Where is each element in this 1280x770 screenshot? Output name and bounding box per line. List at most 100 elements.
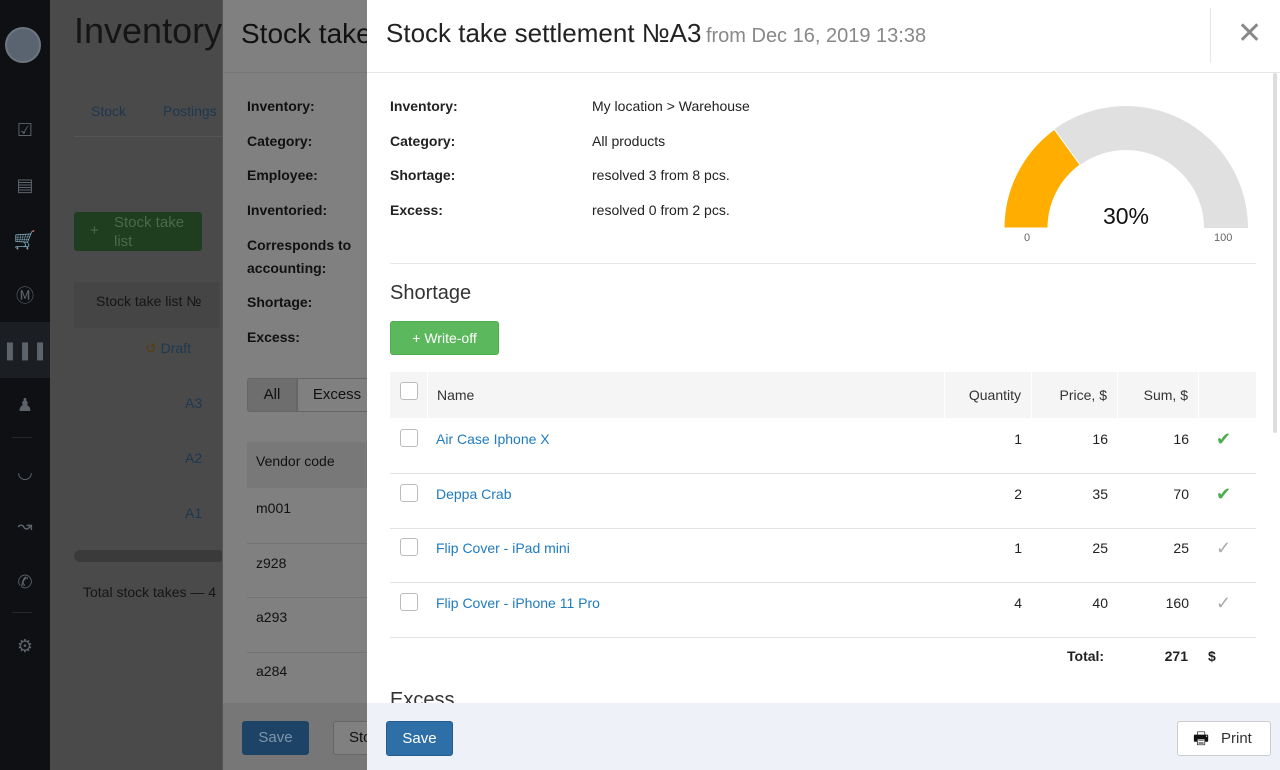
add-stock-take-list-button[interactable]: + Stock take list bbox=[74, 212, 202, 251]
inventory-page: Inventory Stock Postings + Stock take lis… bbox=[50, 0, 225, 770]
print-button[interactable]: 🖶 Print bbox=[1177, 721, 1271, 756]
column-header: Vendor code bbox=[247, 442, 368, 488]
revert-icon: ↺ bbox=[145, 340, 157, 356]
panel-title: Stock take bbox=[241, 18, 368, 49]
dollar-icon[interactable]: Ⓜ bbox=[16, 286, 34, 307]
logo-icon[interactable] bbox=[5, 27, 41, 63]
total-value: 271 bbox=[1164, 648, 1188, 664]
row-checkbox[interactable] bbox=[400, 429, 418, 447]
table-row: Flip Cover - iPhone 11 Pro 4 40 160 ✓ bbox=[390, 583, 1256, 638]
list-item[interactable]: A1 bbox=[185, 505, 203, 521]
product-link[interactable]: Deppa Crab bbox=[436, 485, 512, 502]
total-label: Total: bbox=[1067, 648, 1105, 664]
filter-excess[interactable]: Excess bbox=[297, 378, 368, 412]
info-value: resolved 0 from 2 pcs. bbox=[592, 202, 730, 218]
sidebar: ☑ ▤ 🛒 Ⓜ ❚❚❚ ♟ ◡ ↝ ✆ ⚙ bbox=[0, 0, 50, 770]
vendor-code: m001 bbox=[256, 500, 292, 516]
label: Corresponds to accounting: bbox=[247, 237, 352, 276]
info-value: resolved 3 from 8 pcs. bbox=[592, 167, 730, 183]
table-row: Air Case Iphone X 1 16 16 ✔ bbox=[390, 419, 1256, 474]
quantity: 2 bbox=[1014, 485, 1022, 502]
gauge-track bbox=[1054, 106, 1248, 228]
gauge-max: 100 bbox=[1214, 232, 1233, 244]
label: Excess: bbox=[247, 329, 300, 345]
clipboard-check-icon[interactable]: ☑ bbox=[16, 119, 34, 141]
vendor-code: a293 bbox=[256, 609, 288, 625]
resolved-check-icon[interactable]: ✔ bbox=[1216, 483, 1232, 504]
cart-icon[interactable]: 🛒 bbox=[13, 229, 37, 251]
total-currency: $ bbox=[1208, 648, 1216, 664]
plus-icon: + bbox=[90, 222, 99, 239]
product-link[interactable]: Flip Cover - iPad mini bbox=[436, 540, 570, 556]
draft-row[interactable]: ↺ Draft bbox=[145, 340, 191, 356]
scrollbar[interactable] bbox=[1273, 73, 1277, 433]
product-link[interactable]: Air Case Iphone X bbox=[436, 431, 550, 447]
filter-all[interactable]: All bbox=[247, 378, 297, 412]
row-checkbox[interactable] bbox=[400, 483, 418, 502]
vendor-code: a284 bbox=[256, 663, 288, 679]
info-label: Excess: bbox=[390, 202, 443, 218]
price: 35 bbox=[1092, 485, 1108, 502]
close-icon[interactable]: ✕ bbox=[1237, 17, 1263, 50]
select-all-checkbox[interactable] bbox=[400, 382, 418, 400]
user-icon[interactable]: ♟ bbox=[16, 394, 34, 416]
save-button[interactable]: Save bbox=[386, 721, 453, 756]
settlement-modal: Stock take settlement №A3 from Dec 16, 2… bbox=[367, 0, 1280, 770]
vendor-code: z928 bbox=[256, 555, 287, 571]
list-item[interactable]: A3 bbox=[185, 395, 203, 411]
unresolved-check-icon[interactable]: ✓ bbox=[1216, 592, 1232, 613]
panel-save-button[interactable]: Save bbox=[242, 721, 309, 755]
info-label: Inventory: bbox=[390, 98, 458, 114]
info-value: All products bbox=[592, 133, 666, 149]
tab-postings[interactable]: Postings bbox=[163, 103, 217, 119]
info-label: Shortage: bbox=[390, 167, 456, 183]
label: Inventoried: bbox=[247, 202, 328, 218]
modal-header: Stock take settlement №A3 from Dec 16, 2… bbox=[367, 0, 1280, 73]
column-quantity: Quantity bbox=[945, 372, 1032, 418]
gauge-value: 30% bbox=[1102, 203, 1150, 229]
register-icon[interactable]: ▤ bbox=[16, 174, 34, 196]
resolved-check-icon[interactable]: ✔ bbox=[1216, 429, 1232, 449]
chart-icon[interactable]: ↝ bbox=[17, 515, 33, 537]
row-checkbox[interactable] bbox=[400, 538, 418, 556]
progress-gauge bbox=[1003, 106, 1248, 229]
speedometer-icon[interactable]: ◡ bbox=[17, 461, 33, 483]
quantity: 4 bbox=[1014, 594, 1022, 611]
gauge-fill bbox=[1003, 128, 1081, 229]
column-price: Price, $ bbox=[1032, 372, 1118, 418]
sum: 25 bbox=[1173, 540, 1189, 556]
divider bbox=[390, 263, 1256, 264]
phone-icon[interactable]: ✆ bbox=[17, 571, 33, 593]
shortage-heading: Shortage bbox=[390, 282, 472, 304]
modal-title: Stock take settlement №A3 bbox=[386, 18, 702, 48]
label: Inventory: bbox=[247, 98, 315, 114]
table-row: Deppa Crab 2 35 70 ✔ bbox=[390, 474, 1256, 529]
tab-stock[interactable]: Stock bbox=[91, 103, 127, 119]
barcode-icon[interactable]: ❚❚❚ bbox=[0, 322, 50, 378]
table-header: Name Quantity Price, $ Sum, $ bbox=[390, 372, 1256, 418]
total-stock-takes: Total stock takes — 4 bbox=[83, 584, 217, 600]
gauge-min: 0 bbox=[1024, 232, 1031, 244]
panel-secondary-button[interactable]: Sto bbox=[333, 721, 368, 755]
table-row: Flip Cover - iPad mini 1 25 25 ✓ bbox=[390, 528, 1256, 583]
gear-icon[interactable]: ⚙ bbox=[16, 635, 34, 657]
divider bbox=[74, 136, 224, 137]
label: Employee: bbox=[247, 167, 318, 183]
modal-subtitle: from Dec 16, 2019 13:38 bbox=[705, 25, 927, 47]
divider bbox=[12, 612, 32, 613]
modal-footer: Save 🖶 Print bbox=[367, 703, 1280, 770]
product-link[interactable]: Flip Cover - iPhone 11 Pro bbox=[436, 594, 600, 611]
sum: 16 bbox=[1173, 431, 1189, 447]
list-item[interactable]: A2 bbox=[185, 450, 203, 466]
divider bbox=[12, 437, 32, 438]
unresolved-check-icon[interactable]: ✓ bbox=[1216, 538, 1232, 558]
printer-icon: 🖶 bbox=[1193, 729, 1210, 748]
info-value: My location > Warehouse bbox=[592, 98, 750, 114]
row-checkbox[interactable] bbox=[400, 592, 418, 611]
quantity: 1 bbox=[1014, 431, 1022, 447]
price: 25 bbox=[1092, 540, 1108, 556]
sum: 160 bbox=[1165, 594, 1189, 611]
write-off-button[interactable]: + Write-off bbox=[390, 321, 499, 355]
column-header: Stock take list № bbox=[74, 282, 219, 328]
scrollbar[interactable] bbox=[74, 550, 224, 562]
